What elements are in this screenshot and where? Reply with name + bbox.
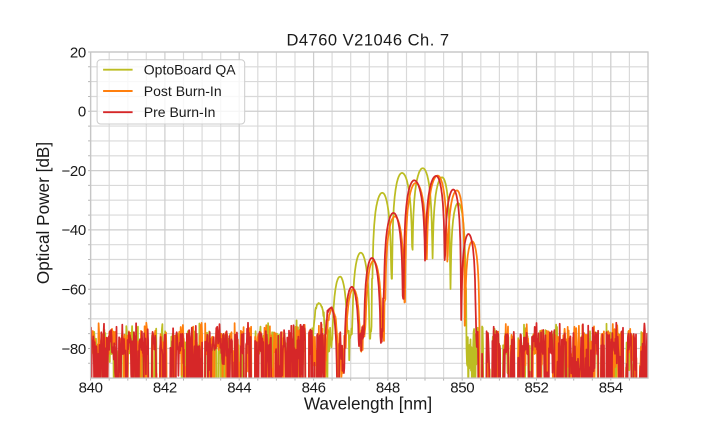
svg-text:OptoBoard QA: OptoBoard QA xyxy=(144,62,236,78)
svg-text:Post Burn-In: Post Burn-In xyxy=(144,83,222,99)
svg-text:850: 850 xyxy=(450,379,474,396)
svg-text:−60: −60 xyxy=(62,282,86,299)
svg-text:854: 854 xyxy=(599,379,623,396)
svg-text:−80: −80 xyxy=(62,341,86,358)
svg-text:844: 844 xyxy=(227,379,251,396)
svg-text:0: 0 xyxy=(78,104,86,121)
svg-text:D4760 V21046 Ch. 7: D4760 V21046 Ch. 7 xyxy=(286,32,449,50)
svg-text:852: 852 xyxy=(525,379,549,396)
svg-text:−20: −20 xyxy=(62,163,86,180)
svg-text:842: 842 xyxy=(153,379,177,396)
svg-text:20: 20 xyxy=(70,44,86,61)
svg-text:Wavelength [nm]: Wavelength [nm] xyxy=(304,393,432,413)
svg-text:848: 848 xyxy=(376,379,400,396)
svg-text:Optical Power [dB]: Optical Power [dB] xyxy=(33,142,53,284)
svg-text:840: 840 xyxy=(79,379,103,396)
svg-text:Pre Burn-In: Pre Burn-In xyxy=(144,104,216,120)
svg-text:−40: −40 xyxy=(62,222,86,239)
svg-text:846: 846 xyxy=(302,379,326,396)
